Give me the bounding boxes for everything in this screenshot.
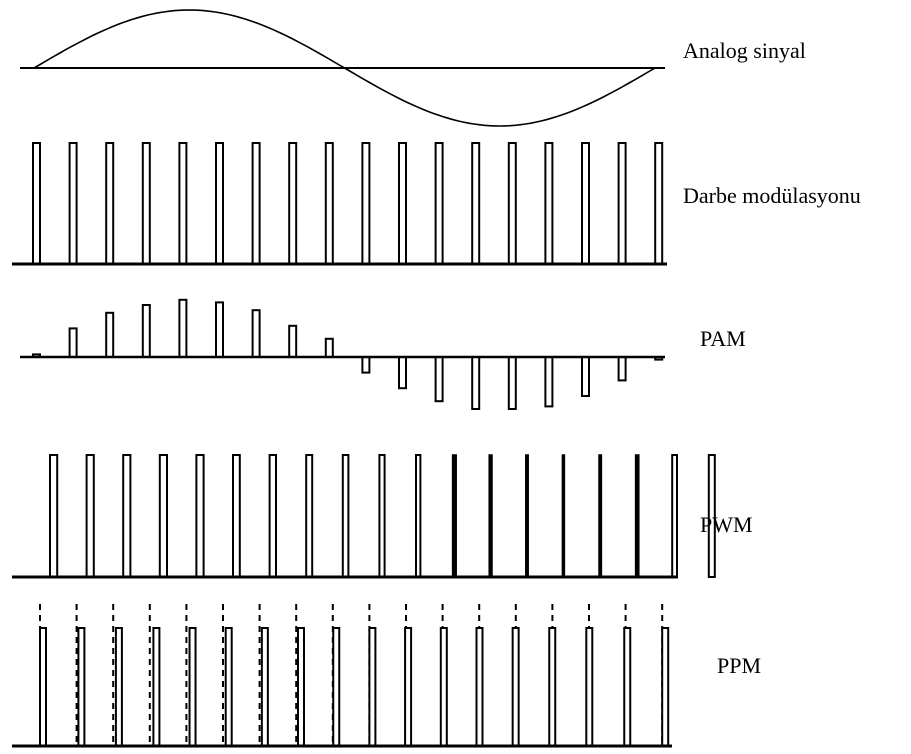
pam-bar: [471, 356, 481, 410]
pam-bar: [507, 356, 517, 410]
pulse-bar: [361, 142, 371, 265]
pwm-bar: [561, 454, 566, 578]
pwm-bar: [707, 454, 716, 578]
ppm-row: PPM: [12, 604, 761, 748]
pwm-bar: [451, 454, 457, 578]
pam-bar: [178, 298, 188, 358]
pwm-bar: [85, 454, 95, 578]
pwm-bar: [634, 454, 640, 578]
pam-bar: [434, 356, 444, 403]
analog-signal-row: Analog sinyal: [20, 9, 806, 127]
pam-bar: [215, 301, 224, 358]
ppm-bar: [260, 627, 269, 747]
ppm-bar: [661, 627, 670, 747]
pulse-bar: [288, 142, 298, 265]
pulse-modulation-row: Darbe modülasyonu: [12, 142, 861, 266]
pam-bar: [68, 327, 78, 358]
pwm-bar: [49, 454, 59, 578]
ppm-bar: [188, 627, 197, 747]
pulse-bar: [398, 142, 407, 265]
pam-bar: [141, 304, 151, 358]
pam-bar: [324, 337, 334, 358]
pulse-bar: [544, 142, 554, 265]
ppm-bar: [297, 627, 305, 747]
pam-bar: [251, 309, 261, 359]
pwm-bar: [415, 454, 422, 578]
pwm-bar: [122, 454, 132, 578]
pwm-bar: [598, 454, 603, 578]
pwm-bar: [525, 454, 529, 578]
pwm-bar: [378, 454, 386, 578]
pulse-bar: [68, 142, 78, 265]
pwm-bar: [158, 454, 169, 578]
pam-bar: [361, 356, 371, 374]
ppm-bar: [404, 627, 413, 747]
pulse-bar: [32, 142, 41, 265]
ppm-bar: [368, 627, 377, 747]
pulse-bar: [581, 142, 590, 265]
pulse-bar: [324, 142, 334, 265]
pwm-bar: [671, 454, 679, 578]
pulse-bar: [178, 142, 188, 265]
ppm-bar: [511, 627, 520, 747]
pulse-bar: [654, 142, 664, 265]
pwm-label: PWM: [700, 512, 753, 537]
ppm-bar: [332, 627, 341, 747]
ppm-bar: [39, 627, 47, 747]
pam-row: PAM: [20, 298, 746, 410]
pulse-bar: [105, 142, 115, 265]
analog-signal-label: Analog sinyal: [683, 38, 806, 63]
pulse-bar: [507, 142, 517, 265]
pam-bar: [617, 356, 627, 382]
pulse-bar: [617, 142, 627, 265]
pwm-row: PWM: [12, 454, 753, 579]
pwm-bar: [232, 454, 241, 578]
ppm-bar: [77, 627, 86, 747]
pam-bar: [581, 356, 590, 397]
ppm-bar: [548, 627, 557, 747]
pulse-bar: [434, 142, 444, 265]
ppm-bar: [623, 627, 632, 747]
pam-bar: [398, 356, 407, 390]
pam-bar: [288, 324, 298, 358]
pam-bar: [105, 311, 115, 358]
ppm-bar: [114, 627, 123, 747]
pwm-bar: [488, 454, 493, 578]
pam-bar: [544, 356, 554, 408]
pulse-bar: [141, 142, 151, 265]
ppm-bar: [152, 627, 161, 747]
pulse-bar: [471, 142, 481, 265]
ppm-bar: [475, 627, 484, 747]
pulse-bar: [251, 142, 261, 265]
pwm-bar: [305, 454, 314, 578]
pulse-modulation-label: Darbe modülasyonu: [683, 183, 861, 208]
ppm-bar: [224, 627, 233, 747]
analog-sine-wave: [33, 9, 656, 127]
pwm-bar: [268, 454, 278, 578]
ppm-label: PPM: [717, 653, 761, 678]
pwm-bar: [195, 454, 205, 578]
pulse-bar: [215, 142, 224, 265]
ppm-bar: [585, 627, 594, 747]
ppm-bar: [439, 627, 448, 747]
pam-label: PAM: [700, 326, 746, 351]
pwm-bar: [341, 454, 350, 578]
